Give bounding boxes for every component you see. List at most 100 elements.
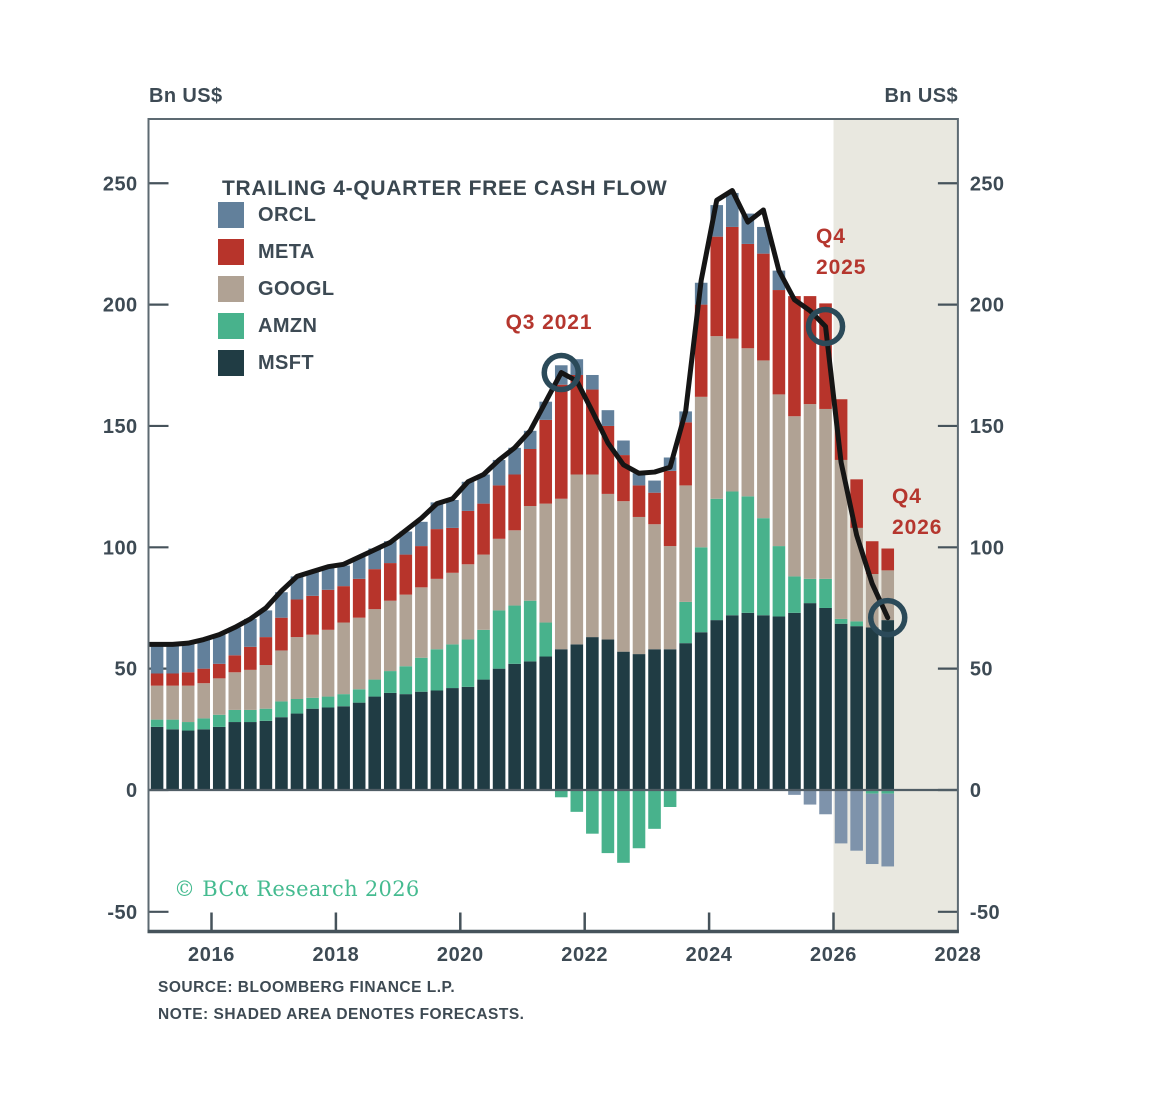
bar-segment-msft-2015-q3 (181, 730, 195, 790)
bar-segment-amzn-2026-q3 (865, 790, 879, 794)
bar-segment-orcl-2025-q4 (819, 790, 832, 815)
bar-segment-msft-2018-q3 (368, 696, 382, 790)
bar-segment-orcl-2016-q1 (212, 634, 226, 664)
bar-segment-googl-2017-q2 (290, 637, 304, 699)
bar-segment-googl-2018-q1 (337, 622, 350, 695)
bar-segment-googl-2022-q2 (601, 493, 615, 640)
x-tick-label: 2026 (810, 944, 857, 966)
legend-item-googl: GOOGL (218, 276, 334, 302)
y-tick-label-right: 0 (970, 780, 982, 802)
bar-segment-googl-2019-q1 (399, 594, 413, 667)
bar-segment-meta-2018-q4 (383, 563, 397, 601)
bar-segment-orcl-2016-q4 (259, 610, 273, 638)
bar-segment-amzn-2026-q1 (834, 618, 848, 624)
bar-segment-meta-2015-q3 (181, 672, 195, 686)
bar-segment-msft-2015-q2 (166, 729, 179, 790)
y-tick-label-right: 200 (970, 295, 1005, 317)
legend-swatch-googl (218, 276, 244, 302)
bar-segment-orcl-2017-q1 (275, 592, 288, 618)
x-tick-label: 2018 (312, 944, 359, 966)
bar-segment-googl-2026-q1 (834, 459, 848, 619)
x-tick-label: 2022 (561, 944, 608, 966)
bar-segment-meta-2024-q3 (741, 243, 755, 349)
legend-label-amzn: AMZN (258, 314, 318, 337)
bar-segment-googl-2021-q4 (570, 474, 584, 645)
bar-segment-meta-2021-q3 (554, 384, 568, 499)
bar-segment-amzn-2022-q2 (601, 790, 615, 854)
bar-segment-meta-2023-q1 (648, 492, 661, 525)
bar-segment-msft-2019-q1 (399, 694, 413, 790)
bar-segment-googl-2017-q3 (306, 634, 319, 698)
y-tick-label-right: 250 (970, 173, 1005, 195)
bar-segment-googl-2020-q4 (508, 530, 521, 606)
bar-segment-orcl-2022-q4 (632, 473, 646, 486)
bar-segment-googl-2018-q3 (368, 609, 382, 680)
bar-segment-amzn-2015-q3 (181, 722, 195, 731)
bar-segment-amzn-2021-q2 (539, 622, 553, 657)
bar-segment-googl-2015-q4 (197, 683, 211, 719)
bar-segment-amzn-2023-q2 (663, 790, 677, 807)
bar-segment-amzn-2025-q4 (819, 578, 832, 608)
bar-segment-msft-2025-q1 (772, 616, 786, 790)
bar-segment-msft-2025-q3 (803, 603, 817, 790)
x-tick-label: 2024 (686, 944, 733, 966)
bar-segment-amzn-2024-q1 (710, 498, 724, 621)
bar-segment-amzn-2017-q1 (275, 701, 288, 718)
bar-segment-msft-2022-q4 (632, 654, 646, 790)
annotation-label-2026-q4: 2026 (892, 516, 942, 539)
bar-segment-orcl-2020-q2 (477, 474, 490, 504)
bar-segment-googl-2022-q3 (617, 501, 630, 652)
bar-segment-googl-2020-q3 (492, 538, 506, 611)
bar-segment-googl-2019-q4 (446, 572, 459, 645)
bar-segment-meta-2017-q1 (275, 617, 288, 651)
y-tick-label-left: 100 (103, 537, 138, 559)
bar-segment-orcl-2015-q2 (166, 644, 179, 674)
bar-segment-googl-2019-q2 (415, 587, 428, 658)
bar-segment-meta-2016-q4 (259, 637, 273, 666)
bar-segment-googl-2023-q1 (648, 524, 661, 650)
bar-segment-msft-2017-q4 (321, 707, 335, 790)
bar-segment-amzn-2019-q1 (399, 666, 413, 695)
bar-segment-googl-2016-q2 (228, 672, 242, 710)
bar-segment-amzn-2018-q4 (383, 671, 397, 693)
y-tick-label-left: 250 (103, 173, 138, 195)
bar-segment-googl-2017-q1 (275, 650, 288, 702)
bar-segment-msft-2023-q3 (679, 643, 692, 790)
bar-segment-msft-2020-q1 (461, 686, 475, 790)
bar-segment-amzn-2018-q2 (352, 689, 366, 703)
bar-segment-msft-2017-q1 (275, 717, 288, 790)
bar-segment-googl-2024-q1 (710, 336, 724, 499)
y-tick-label-left: 50 (114, 659, 137, 681)
bar-segment-googl-2018-q4 (383, 600, 397, 672)
bar-segment-amzn-2024-q4 (757, 518, 770, 616)
bar-segment-amzn-2020-q4 (508, 605, 521, 664)
source-note: SOURCE: BLOOMBERG FINANCE L.P. (158, 979, 456, 996)
bar-segment-googl-2019-q3 (430, 578, 444, 650)
bar-segment-meta-2022-q4 (632, 485, 646, 517)
bar-segment-msft-2016-q3 (244, 722, 257, 790)
bar-segment-meta-2019-q1 (399, 554, 413, 595)
bar-segment-amzn-2016-q1 (212, 714, 226, 727)
annotation-circle-2021-q3 (541, 352, 582, 393)
bar-segment-msft-2024-q2 (725, 615, 739, 790)
bar-segment-googl-2025-q1 (772, 394, 786, 547)
annotation-label-2021-q3: Q3 2021 (506, 311, 593, 334)
legend-item-meta: META (218, 239, 334, 265)
bar-segment-meta-2018-q2 (352, 578, 366, 618)
y-tick-label-left: -50 (107, 902, 137, 924)
bar-segment-amzn-2017-q4 (321, 696, 335, 708)
bar-segment-meta-2023-q3 (679, 422, 692, 486)
legend-item-amzn: AMZN (218, 313, 334, 339)
bar-segment-amzn-2016-q4 (259, 708, 273, 721)
bar-segment-msft-2023-q1 (648, 649, 661, 790)
bar-segment-amzn-2026-q2 (850, 621, 863, 627)
bar-segment-orcl-2026-q2 (850, 790, 863, 851)
bar-segment-meta-2024-q1 (710, 236, 724, 337)
bar-segment-meta-2017-q2 (290, 599, 304, 638)
bar-segment-googl-2024-q3 (741, 348, 755, 497)
bar-segment-msft-2022-q2 (601, 639, 615, 790)
bar-segment-meta-2015-q1 (150, 673, 164, 686)
bar-segment-meta-2020-q1 (461, 510, 475, 565)
bar-segment-msft-2024-q3 (741, 612, 755, 790)
